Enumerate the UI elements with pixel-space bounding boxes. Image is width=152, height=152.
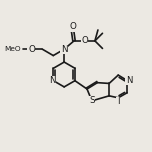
Text: N: N <box>126 76 132 85</box>
Text: N: N <box>61 45 67 54</box>
Text: O: O <box>81 36 88 45</box>
Text: I: I <box>117 97 119 106</box>
Text: MeO: MeO <box>4 46 21 52</box>
Text: O: O <box>69 22 76 31</box>
Text: O: O <box>28 45 35 54</box>
Text: S: S <box>89 96 95 105</box>
Text: N: N <box>49 76 56 85</box>
